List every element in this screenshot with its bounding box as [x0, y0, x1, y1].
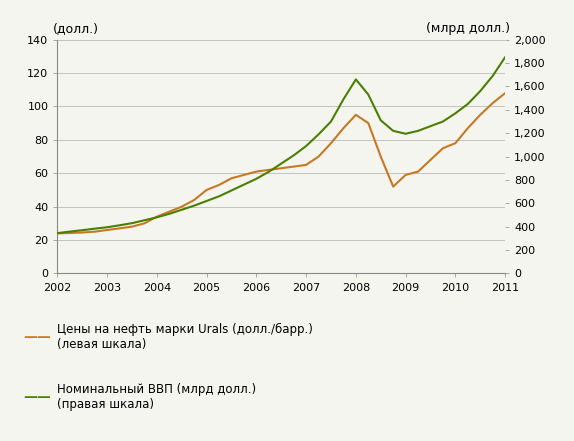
Номинальный ВВП (млрд долл.)
(правая шкала) — [402, 131, 409, 136]
Номинальный ВВП (млрд долл.)
(правая шкала) — [414, 128, 421, 134]
Номинальный ВВП (млрд долл.)
(правая шкала) — [464, 101, 471, 107]
Цены на нефть марки Urals (долл./барр.)
(левая шкала) — [365, 120, 372, 126]
Номинальный ВВП (млрд долл.)
(правая шкала) — [166, 211, 173, 217]
Text: ——: —— — [23, 330, 51, 344]
Цены на нефть марки Urals (долл./барр.)
(левая шкала) — [179, 204, 185, 209]
Цены на нефть марки Urals (долл./барр.)
(левая шкала) — [216, 182, 223, 187]
Номинальный ВВП (млрд долл.)
(правая шкала) — [216, 194, 223, 199]
Цены на нефть марки Urals (долл./барр.)
(левая шкала) — [414, 169, 421, 174]
Цены на нефть марки Urals (долл./барр.)
(левая шкала) — [377, 154, 384, 159]
Text: (млрд долл.): (млрд долл.) — [425, 22, 510, 35]
Номинальный ВВП (млрд долл.)
(правая шкала) — [302, 143, 309, 149]
Номинальный ВВП (млрд долл.)
(правая шкала) — [452, 111, 459, 116]
Цены на нефть марки Urals (долл./барр.)
(левая шкала) — [278, 165, 285, 171]
Text: (долл.): (долл.) — [53, 22, 99, 35]
Номинальный ВВП (млрд долл.)
(правая шкала) — [79, 228, 86, 233]
Цены на нефть марки Urals (долл./барр.)
(левая шкала) — [340, 126, 347, 131]
Номинальный ВВП (млрд долл.)
(правая шкала) — [91, 226, 98, 232]
Цены на нефть марки Urals (долл./барр.)
(левая шкала) — [54, 231, 61, 236]
Цены на нефть марки Urals (долл./барр.)
(левая шкала) — [265, 167, 272, 172]
Цены на нефть марки Urals (долл./барр.)
(левая шкала) — [67, 230, 73, 235]
Цены на нефть марки Urals (долл./барр.)
(левая шкала) — [141, 220, 148, 226]
Цены на нефть марки Urals (долл./барр.)
(левая шкала) — [228, 176, 235, 181]
Номинальный ВВП (млрд долл.)
(правая шкала) — [116, 223, 123, 228]
Номинальный ВВП (млрд долл.)
(правая шкала) — [427, 123, 434, 129]
Цены на нефть марки Urals (долл./барр.)
(левая шкала) — [464, 126, 471, 131]
Цены на нефть марки Urals (долл./барр.)
(левая шкала) — [129, 224, 135, 229]
Цены на нефть марки Urals (долл./барр.)
(левая шкала) — [502, 90, 509, 96]
Цены на нефть марки Urals (долл./барр.)
(левая шкала) — [91, 229, 98, 234]
Цены на нефть марки Urals (долл./барр.)
(левая шкала) — [166, 209, 173, 214]
Номинальный ВВП (млрд долл.)
(правая шкала) — [377, 118, 384, 123]
Text: Цены на нефть марки Urals (долл./барр.)
(левая шкала): Цены на нефть марки Urals (долл./барр.) … — [57, 323, 313, 351]
Номинальный ВВП (млрд долл.)
(правая шкала) — [179, 207, 185, 213]
Text: ——: —— — [23, 390, 51, 404]
Цены на нефть марки Urals (долл./барр.)
(левая шкала) — [352, 112, 359, 117]
Номинальный ВВП (млрд долл.)
(правая шкала) — [278, 161, 285, 166]
Номинальный ВВП (млрд долл.)
(правая шкала) — [502, 55, 509, 60]
Line: Цены на нефть марки Urals (долл./барр.)
(левая шкала): Цены на нефть марки Urals (долл./барр.) … — [57, 93, 505, 233]
Номинальный ВВП (млрд долл.)
(правая шкала) — [365, 92, 372, 97]
Цены на нефть марки Urals (долл./барр.)
(левая шкала) — [427, 157, 434, 163]
Номинальный ВВП (млрд долл.)
(правая шкала) — [290, 153, 297, 158]
Цены на нефть марки Urals (долл./барр.)
(левая шкала) — [104, 228, 111, 233]
Номинальный ВВП (млрд долл.)
(правая шкала) — [352, 77, 359, 82]
Номинальный ВВП (млрд долл.)
(правая шкала) — [67, 229, 73, 234]
Цены на нефть марки Urals (долл./барр.)
(левая шкала) — [402, 172, 409, 178]
Номинальный ВВП (млрд долл.)
(правая шкала) — [440, 119, 447, 124]
Цены на нефть марки Urals (долл./барр.)
(левая шкала) — [452, 141, 459, 146]
Номинальный ВВП (млрд долл.)
(правая шкала) — [477, 89, 484, 94]
Номинальный ВВП (млрд долл.)
(правая шкала) — [104, 224, 111, 230]
Цены на нефть марки Urals (долл./барр.)
(левая шкала) — [315, 154, 322, 159]
Номинальный ВВП (млрд долл.)
(правая шкала) — [265, 169, 272, 174]
Номинальный ВВП (млрд долл.)
(правая шкала) — [390, 128, 397, 134]
Номинальный ВВП (млрд долл.)
(правая шкала) — [203, 198, 210, 204]
Номинальный ВВП (млрд долл.)
(правая шкала) — [315, 132, 322, 137]
Номинальный ВВП (млрд долл.)
(правая шкала) — [141, 217, 148, 223]
Цены на нефть марки Urals (долл./барр.)
(левая шкала) — [290, 164, 297, 169]
Цены на нефть марки Urals (долл./барр.)
(левая шкала) — [79, 230, 86, 235]
Line: Номинальный ВВП (млрд долл.)
(правая шкала): Номинальный ВВП (млрд долл.) (правая шка… — [57, 57, 505, 233]
Цены на нефть марки Urals (долл./барр.)
(левая шкала) — [203, 187, 210, 193]
Номинальный ВВП (млрд долл.)
(правая шкала) — [54, 231, 61, 236]
Цены на нефть марки Urals (долл./барр.)
(левая шкала) — [302, 162, 309, 168]
Номинальный ВВП (млрд долл.)
(правая шкала) — [129, 220, 135, 226]
Цены на нефть марки Urals (долл./барр.)
(левая шкала) — [241, 172, 247, 178]
Номинальный ВВП (млрд долл.)
(правая шкала) — [340, 97, 347, 102]
Номинальный ВВП (млрд долл.)
(правая шкала) — [153, 215, 160, 220]
Номинальный ВВП (млрд долл.)
(правая шкала) — [228, 188, 235, 193]
Номинальный ВВП (млрд долл.)
(правая шкала) — [253, 176, 260, 181]
Цены на нефть марки Urals (долл./барр.)
(левая шкала) — [116, 226, 123, 231]
Цены на нефть марки Urals (долл./барр.)
(левая шкала) — [253, 169, 260, 174]
Цены на нефть марки Urals (долл./барр.)
(левая шкала) — [477, 112, 484, 117]
Text: Номинальный ВВП (млрд долл.)
(правая шкала): Номинальный ВВП (млрд долл.) (правая шка… — [57, 383, 257, 411]
Цены на нефть марки Urals (долл./барр.)
(левая шкала) — [489, 101, 496, 106]
Номинальный ВВП (млрд долл.)
(правая шкала) — [489, 73, 496, 78]
Номинальный ВВП (млрд долл.)
(правая шкала) — [328, 119, 335, 124]
Цены на нефть марки Urals (долл./барр.)
(левая шкала) — [328, 141, 335, 146]
Номинальный ВВП (млрд долл.)
(правая шкала) — [191, 203, 197, 208]
Цены на нефть марки Urals (долл./барр.)
(левая шкала) — [440, 146, 447, 151]
Цены на нефть марки Urals (долл./барр.)
(левая шкала) — [191, 197, 197, 202]
Цены на нефть марки Urals (долл./барр.)
(левая шкала) — [153, 214, 160, 219]
Номинальный ВВП (млрд долл.)
(правая шкала) — [241, 182, 247, 187]
Цены на нефть марки Urals (долл./барр.)
(левая шкала) — [390, 184, 397, 189]
